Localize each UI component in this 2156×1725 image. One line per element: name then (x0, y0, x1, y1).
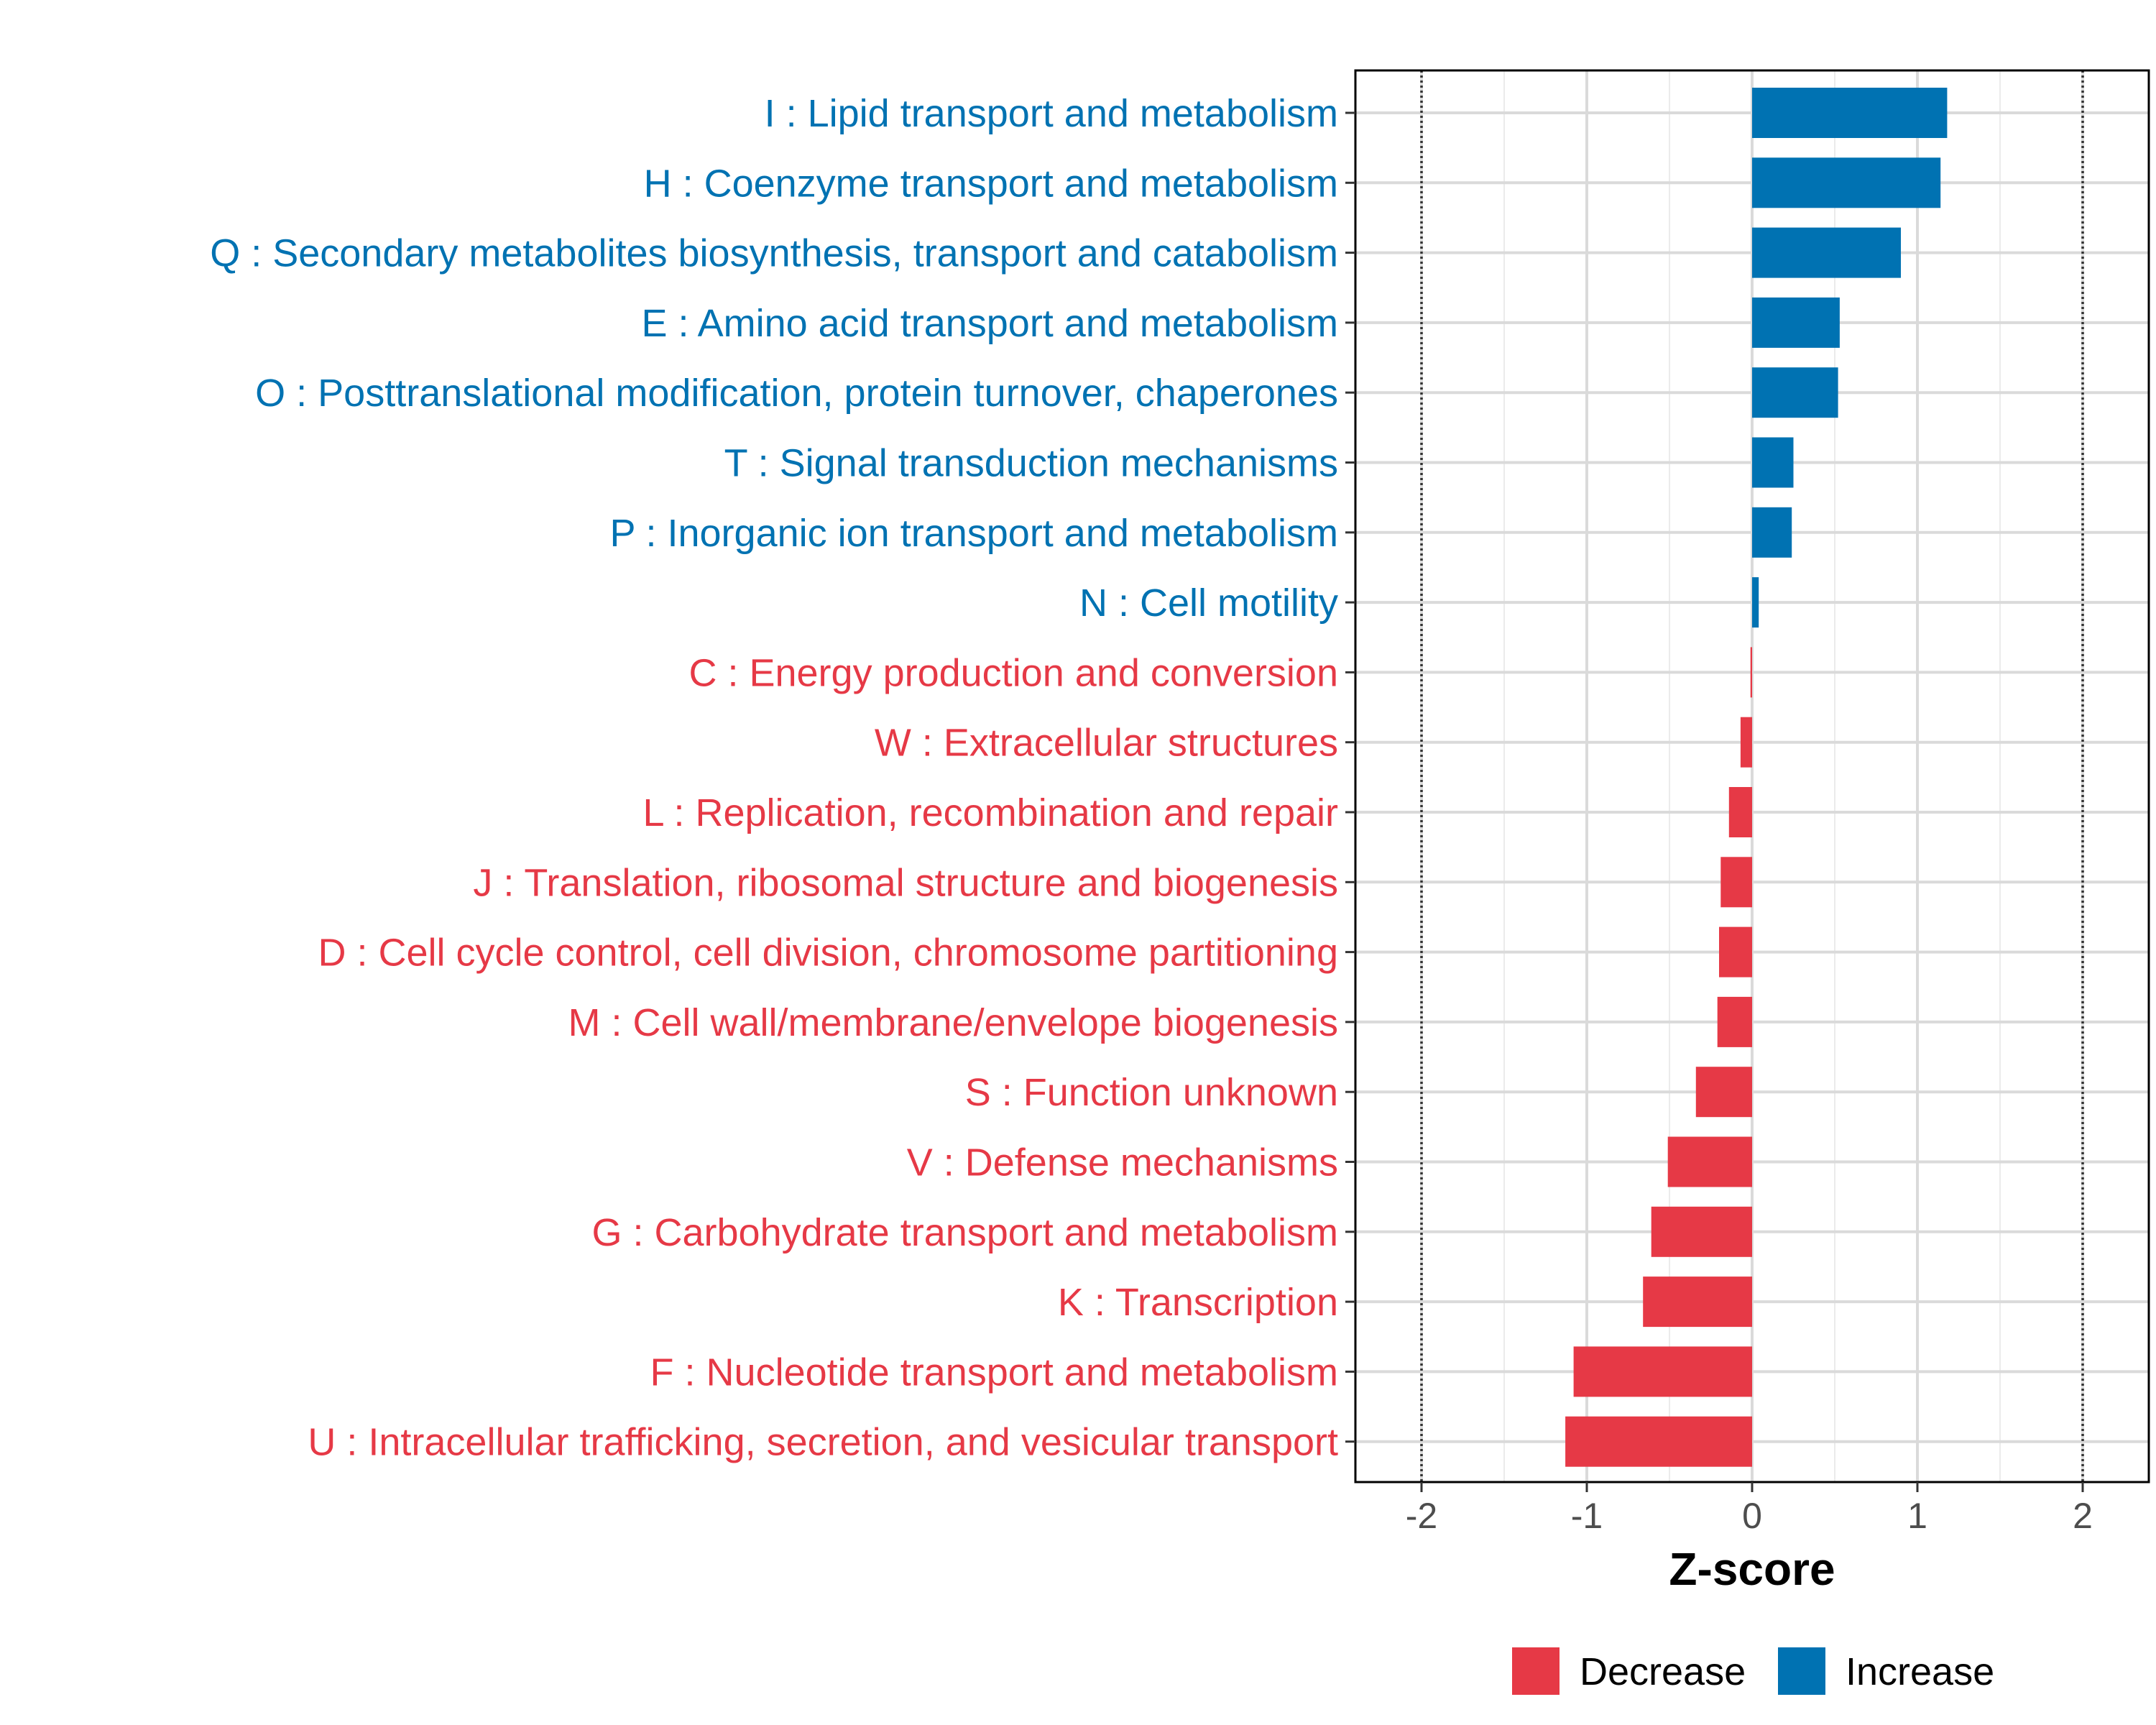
category-label: O : Posttranslational modification, prot… (255, 372, 1338, 415)
x-axis-labels: -2 -1 0 1 2 (1406, 1496, 2093, 1536)
bar (1651, 1206, 1752, 1257)
category-label: D : Cell cycle control, cell division, c… (318, 932, 1338, 975)
category-label: S : Function unknown (965, 1071, 1338, 1114)
legend: Decrease Increase (1512, 1647, 1994, 1695)
x-axis-title: Z-score (1669, 1543, 1835, 1595)
legend-key-decrease (1512, 1647, 1560, 1695)
category-label: G : Carbohydrate transport and metabolis… (592, 1211, 1339, 1254)
category-label: I : Lipid transport and metabolism (765, 92, 1338, 135)
x-tick-label: 1 (1907, 1496, 1927, 1536)
category-label: E : Amino acid transport and metabolism (642, 302, 1338, 345)
bar (1752, 437, 1794, 488)
category-label: C : Energy production and conversion (688, 651, 1338, 694)
bar (1752, 157, 1941, 208)
x-tick-label: -1 (1571, 1496, 1603, 1536)
bar (1573, 1346, 1752, 1397)
bar (1728, 787, 1752, 837)
category-label: H : Coenzyme transport and metabolism (644, 162, 1338, 205)
legend-key-increase (1778, 1647, 1825, 1695)
category-label: U : Intracellular trafficking, secretion… (308, 1421, 1338, 1464)
bar (1695, 1067, 1752, 1118)
category-label: T : Signal transduction mechanisms (724, 442, 1338, 485)
bar (1752, 367, 1838, 418)
category-label: V : Defense mechanisms (907, 1141, 1338, 1184)
x-axis-ticks (1420, 1482, 2084, 1492)
x-tick-label: 2 (2073, 1496, 2093, 1536)
bars (1565, 88, 1948, 1467)
legend-label: Increase (1846, 1650, 1994, 1693)
bar (1720, 857, 1752, 908)
category-label: F : Nucleotide transport and metabolism (650, 1351, 1338, 1394)
bar (1752, 227, 1901, 278)
legend-label: Decrease (1580, 1650, 1746, 1693)
bar (1643, 1276, 1752, 1328)
bar (1752, 88, 1948, 138)
x-tick-label: -2 (1406, 1496, 1437, 1536)
y-axis-ticks (1345, 111, 1355, 1443)
category-label: W : Extracellular structures (875, 722, 1338, 765)
category-label: N : Cell motility (1079, 581, 1338, 625)
threshold-lines (1420, 70, 2084, 1482)
category-label: L : Replication, recombination and repai… (642, 791, 1338, 834)
category-label: J : Translation, ribosomal structure and… (473, 861, 1338, 904)
bar (1667, 1136, 1752, 1187)
bar (1565, 1416, 1752, 1467)
category-label: Q : Secondary metabolites biosynthesis, … (210, 232, 1338, 275)
bar (1752, 297, 1840, 348)
bar (1719, 926, 1752, 978)
bar (1752, 577, 1759, 628)
category-label: P : Inorganic ion transport and metaboli… (609, 512, 1338, 555)
bar (1752, 507, 1792, 558)
bar (1750, 647, 1752, 698)
x-tick-label: 0 (1742, 1496, 1762, 1536)
bar (1740, 717, 1752, 768)
category-label: M : Cell wall/membrane/envelope biogenes… (568, 1001, 1338, 1044)
bar (1717, 996, 1752, 1047)
category-label: K : Transcription (1058, 1281, 1338, 1324)
y-axis-labels: I : Lipid transport and metabolism H : Co… (210, 92, 1338, 1464)
